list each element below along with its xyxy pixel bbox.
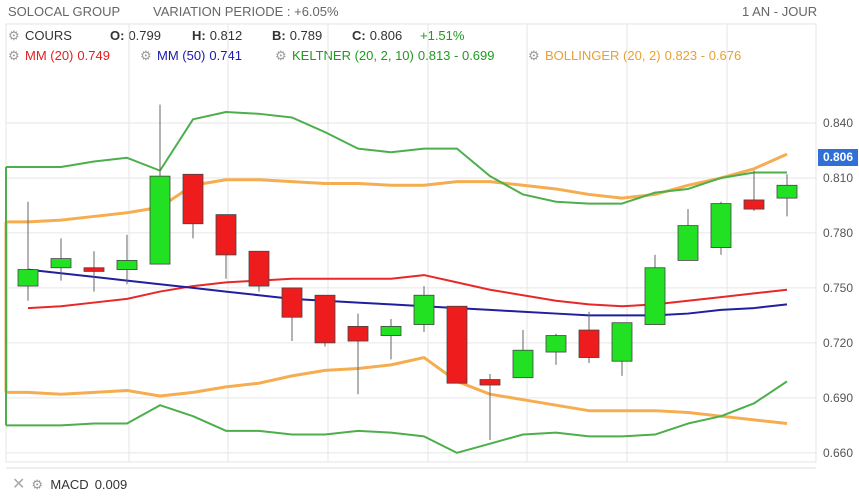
last-price-tag: 0.806 xyxy=(818,149,858,166)
keltner-indicator[interactable]: ⚙ KELTNER (20, 2, 10) 0.813 - 0.699 xyxy=(275,48,495,63)
candle-body xyxy=(710,203,732,248)
high-value: H: 0.812 xyxy=(192,28,243,43)
y-tick-label: 0.780 xyxy=(823,226,853,240)
mm50-indicator[interactable]: ⚙ MM (50) 0.741 xyxy=(140,48,242,63)
mm20-indicator[interactable]: ⚙ MM (20) 0.749 xyxy=(8,48,110,63)
keltner-upper-line xyxy=(6,110,787,205)
indicators-row: ⚙ MM (20) 0.749 ⚙ MM (50) 0.741 ⚙ KELTNE… xyxy=(0,46,859,66)
y-tick-label: 0.690 xyxy=(823,391,853,405)
period-variation: VARIATION PERIODE : +6.05% xyxy=(153,4,339,19)
low-value: B: 0.789 xyxy=(272,28,323,43)
bollinger-upper-line xyxy=(6,152,788,224)
y-tick-label: 0.660 xyxy=(823,446,853,460)
y-tick-label: 0.810 xyxy=(823,171,853,185)
candle-body xyxy=(545,335,567,353)
candle-body xyxy=(512,349,534,379)
candle-body xyxy=(314,294,336,344)
candle-body xyxy=(479,379,501,386)
stock-title: SOLOCAL GROUP xyxy=(8,4,121,19)
bollinger-indicator[interactable]: ⚙ BOLLINGER (20, 2) 0.823 - 0.676 xyxy=(528,48,742,63)
candle-body xyxy=(149,175,171,265)
chart-header: SOLOCAL GROUP VARIATION PERIODE : +6.05%… xyxy=(0,0,859,24)
close-icon[interactable]: ✕ xyxy=(12,476,26,493)
candle-body xyxy=(611,322,633,362)
cours-label: COURS xyxy=(25,28,72,43)
mm20-line xyxy=(27,274,788,310)
candle-body xyxy=(578,329,600,358)
y-tick-label: 0.750 xyxy=(823,281,853,295)
keltner-lower-line xyxy=(6,380,788,454)
candle-body xyxy=(182,173,204,225)
candle-body xyxy=(215,214,237,256)
candle-body xyxy=(413,294,435,325)
candle-body xyxy=(446,305,468,384)
gear-icon[interactable]: ⚙ xyxy=(140,48,152,63)
candle-body xyxy=(743,199,765,210)
ohlc-row: ⚙ COURS O: 0.799 H: 0.812 B: 0.789 C: 0.806 … xyxy=(0,26,859,46)
gear-icon[interactable]: ⚙ xyxy=(8,28,20,43)
macd-panel: ✕ ⚙ MACD 0.009 xyxy=(0,470,859,503)
open-value: O: 0.799 xyxy=(110,28,161,43)
change-value: +1.51% xyxy=(420,28,465,43)
candle-body xyxy=(281,287,303,318)
period-selector[interactable]: 1 AN - JOUR xyxy=(742,4,818,19)
candle-body xyxy=(380,325,402,336)
bollinger-lower-line xyxy=(6,356,788,426)
candle-body xyxy=(83,267,105,272)
gear-icon[interactable]: ⚙ xyxy=(528,48,540,63)
cours-indicator[interactable]: ⚙ COURS xyxy=(8,28,72,43)
candle-body xyxy=(644,267,666,325)
candle-body xyxy=(50,258,72,269)
y-tick-label: 0.840 xyxy=(823,116,853,130)
macd-label: MACD xyxy=(50,476,89,492)
macd-value: 0.009 xyxy=(94,476,128,492)
price-chart[interactable]: 0.660 0.690 0.720 0.750 0.780 0.810 0.840 xyxy=(0,0,859,470)
close-value: C: 0.806 xyxy=(352,28,403,43)
gear-icon[interactable]: ⚙ xyxy=(31,476,44,492)
candle-body xyxy=(248,250,270,287)
candle-body xyxy=(17,269,39,287)
candle-body xyxy=(116,260,138,270)
gear-icon[interactable]: ⚙ xyxy=(275,48,287,63)
candle-body xyxy=(677,225,699,261)
y-tick-label: 0.720 xyxy=(823,336,853,350)
candle-body xyxy=(776,184,798,199)
candle-body xyxy=(347,325,369,342)
gear-icon[interactable]: ⚙ xyxy=(8,48,20,63)
macd-indicator[interactable]: ✕ ⚙ MACD 0.009 xyxy=(12,474,127,494)
